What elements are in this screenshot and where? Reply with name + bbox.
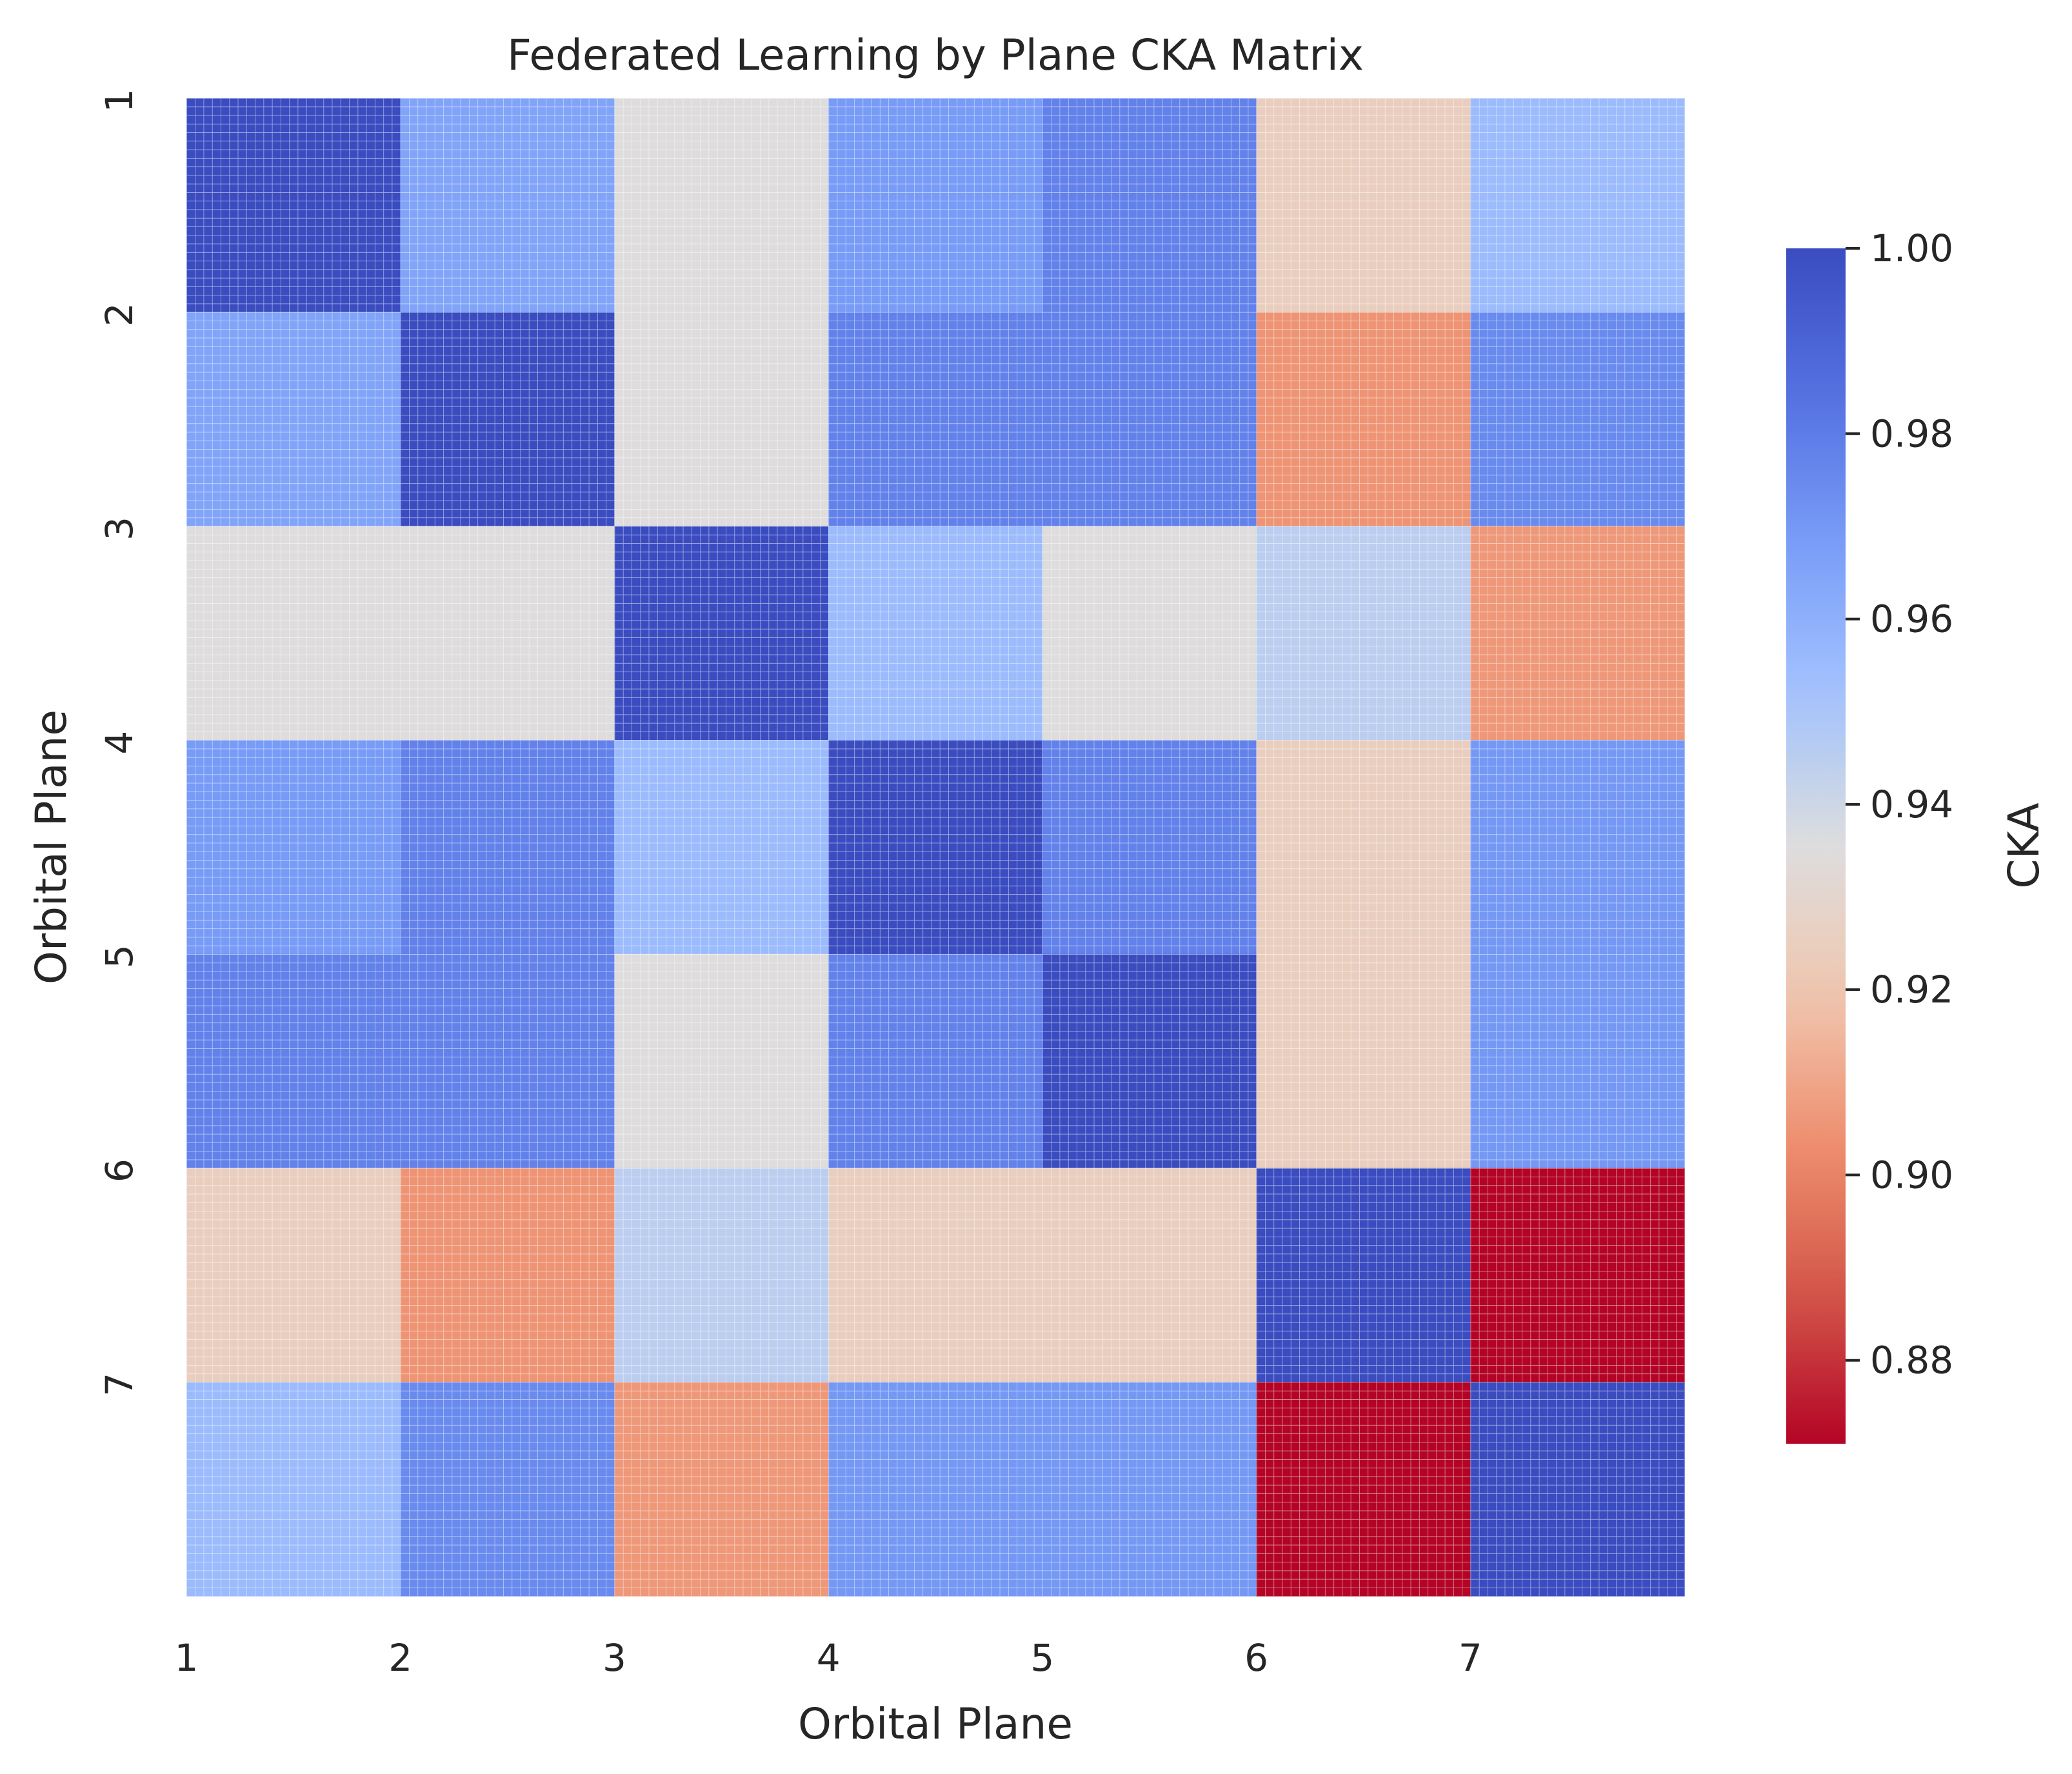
colorbar-tick-label: 0.88 xyxy=(1870,1339,1953,1382)
y-tick-label: 7 xyxy=(97,1373,141,1397)
x-tick-label: 1 xyxy=(175,1636,199,1680)
x-tick-labels: 1 2 3 4 5 6 7 xyxy=(175,1636,1482,1680)
y-tick-label: 3 xyxy=(97,517,141,541)
colorbar xyxy=(1786,248,1846,1444)
x-tick-label: 4 xyxy=(817,1636,841,1680)
colorbar-tick-label: 0.96 xyxy=(1870,597,1953,641)
x-tick-label: 2 xyxy=(388,1636,412,1680)
colorbar-tick-label: 0.90 xyxy=(1870,1153,1953,1197)
x-axis-label: Orbital Plane xyxy=(798,1699,1073,1749)
colorbar-tick-label: 0.94 xyxy=(1870,782,1953,826)
colorbar-label: CKA xyxy=(1999,802,2049,888)
y-tick-label: 4 xyxy=(97,731,141,755)
x-tick-label: 5 xyxy=(1030,1636,1054,1680)
colorbar-tick-label: 0.98 xyxy=(1870,412,1953,455)
colorbar-tick-label: 0.92 xyxy=(1870,968,1953,1012)
y-tick-label: 5 xyxy=(97,944,141,968)
y-axis-label: Orbital Plane xyxy=(26,710,76,984)
y-tick-label: 2 xyxy=(97,303,141,326)
chart-title: Federated Learning by Plane CKA Matrix xyxy=(507,30,1364,80)
heatmap-fine-grid xyxy=(186,98,1684,1596)
x-tick-label: 6 xyxy=(1244,1636,1268,1680)
x-tick-label: 3 xyxy=(603,1636,626,1680)
y-tick-labels: 1 2 3 4 5 6 7 xyxy=(97,89,141,1397)
y-tick-label: 6 xyxy=(97,1159,141,1182)
colorbar-ticks: 0.88 0.90 0.92 0.94 0.96 0.98 1.00 xyxy=(1846,226,1953,1382)
y-tick-label: 1 xyxy=(97,89,141,113)
colorbar-tick-label: 1.00 xyxy=(1870,226,1953,270)
x-tick-label: 7 xyxy=(1459,1636,1482,1680)
